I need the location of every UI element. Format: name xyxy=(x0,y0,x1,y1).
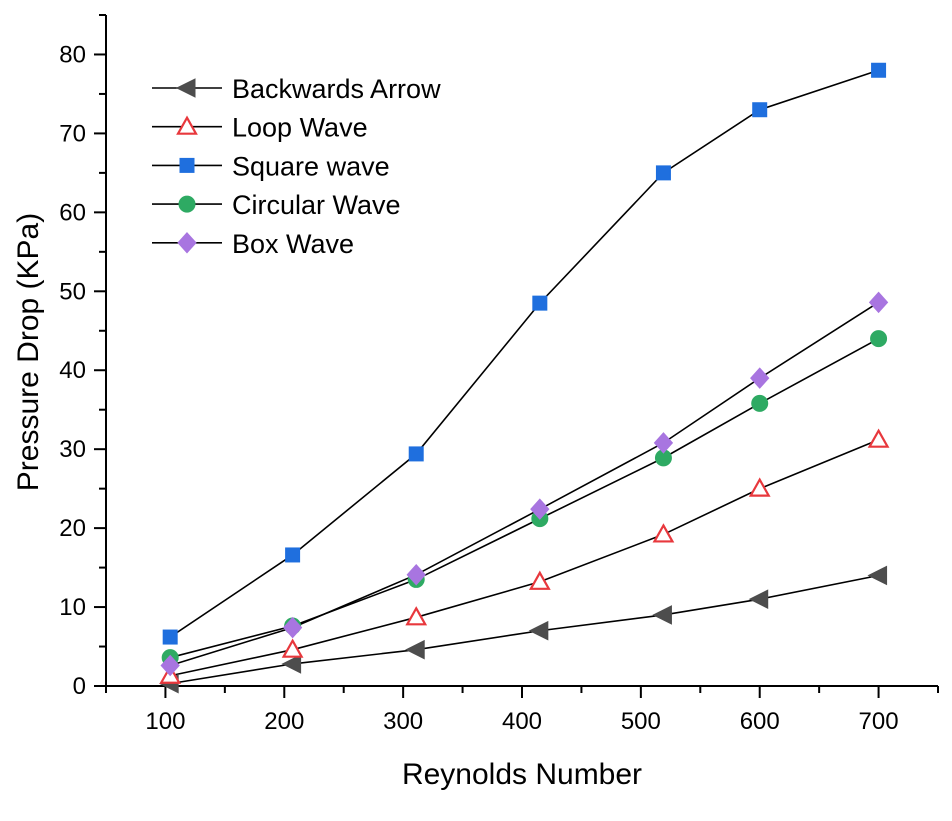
y-axis-title: Pressure Drop (KPa) xyxy=(12,213,45,491)
x-tick-label: 300 xyxy=(383,708,423,735)
data-point-s2-p5 xyxy=(752,102,768,118)
x-tick-label: 400 xyxy=(502,708,542,735)
legend-marker-3 xyxy=(178,195,196,213)
data-point-s4-p3 xyxy=(530,498,550,520)
x-tick-label: 700 xyxy=(859,708,899,735)
data-point-s4-p6 xyxy=(868,291,889,314)
legend-marker-0 xyxy=(175,78,196,98)
legend-label-3: Circular Wave xyxy=(232,190,401,220)
legend-marker-1 xyxy=(176,115,198,135)
data-point-s1-p2 xyxy=(405,606,428,626)
axes: 100 200 300 400 500 600 700 0 10 20 30 40 50 60 70 80 xyxy=(59,14,939,735)
data-point-s4-p2 xyxy=(406,563,426,586)
x-tick-label: 600 xyxy=(740,708,780,735)
y-tick-label: 30 xyxy=(59,436,86,463)
y-tick-label: 40 xyxy=(59,357,86,384)
x-tick-label: 100 xyxy=(145,708,185,735)
x-tick-label: 500 xyxy=(621,708,661,735)
data-point-s2-p2 xyxy=(408,446,424,462)
data-point-s2-p6 xyxy=(871,62,887,78)
y-tick-label: 10 xyxy=(59,594,86,621)
legend-label-1: Loop Wave xyxy=(232,113,368,143)
data-point-s2-p0 xyxy=(162,629,178,645)
x-axis-title: Reynolds Number xyxy=(402,758,642,791)
series-markers xyxy=(159,62,890,694)
data-point-s2-p3 xyxy=(532,295,548,311)
legend-label-2: Square wave xyxy=(232,151,390,181)
data-point-s4-p5 xyxy=(750,367,770,389)
data-point-s0-p5 xyxy=(748,589,769,609)
data-point-s1-p1 xyxy=(281,638,304,658)
data-point-s0-p6 xyxy=(867,565,888,586)
data-point-s0-p4 xyxy=(652,605,672,625)
data-point-s2-p4 xyxy=(655,165,671,181)
legend-marker-4 xyxy=(177,232,197,254)
data-point-s2-p1 xyxy=(285,547,301,563)
data-point-s1-p4 xyxy=(652,523,675,543)
data-point-s3-p6 xyxy=(870,330,888,348)
data-point-s4-p1 xyxy=(282,616,303,639)
y-tick-label: 80 xyxy=(59,41,86,68)
legend-label-4: Box Wave xyxy=(232,229,354,259)
series-line-1 xyxy=(170,438,879,677)
y-tick-label: 60 xyxy=(59,199,86,226)
data-point-s1-p5 xyxy=(748,477,771,497)
data-point-s3-p5 xyxy=(751,394,769,412)
y-tick-label: 50 xyxy=(59,278,86,305)
y-tick-label: 20 xyxy=(59,515,86,542)
data-point-s4-p0 xyxy=(160,654,180,677)
legend: Backwards Arrow Loop Wave Square wave Circu… xyxy=(152,74,441,259)
data-point-s0-p3 xyxy=(528,620,549,641)
y-tick-label: 70 xyxy=(59,120,86,147)
x-tick-label: 200 xyxy=(264,708,304,735)
legend-label-0: Backwards Arrow xyxy=(232,74,441,104)
data-point-s4-p4 xyxy=(653,432,674,454)
data-point-s1-p6 xyxy=(867,428,890,448)
y-tick-label: 0 xyxy=(73,673,86,700)
series-line-3 xyxy=(169,337,879,659)
data-point-s0-p1 xyxy=(281,654,302,674)
legend-marker-2 xyxy=(179,157,195,173)
data-point-s0-p2 xyxy=(405,639,425,660)
data-point-s1-p3 xyxy=(528,570,551,590)
